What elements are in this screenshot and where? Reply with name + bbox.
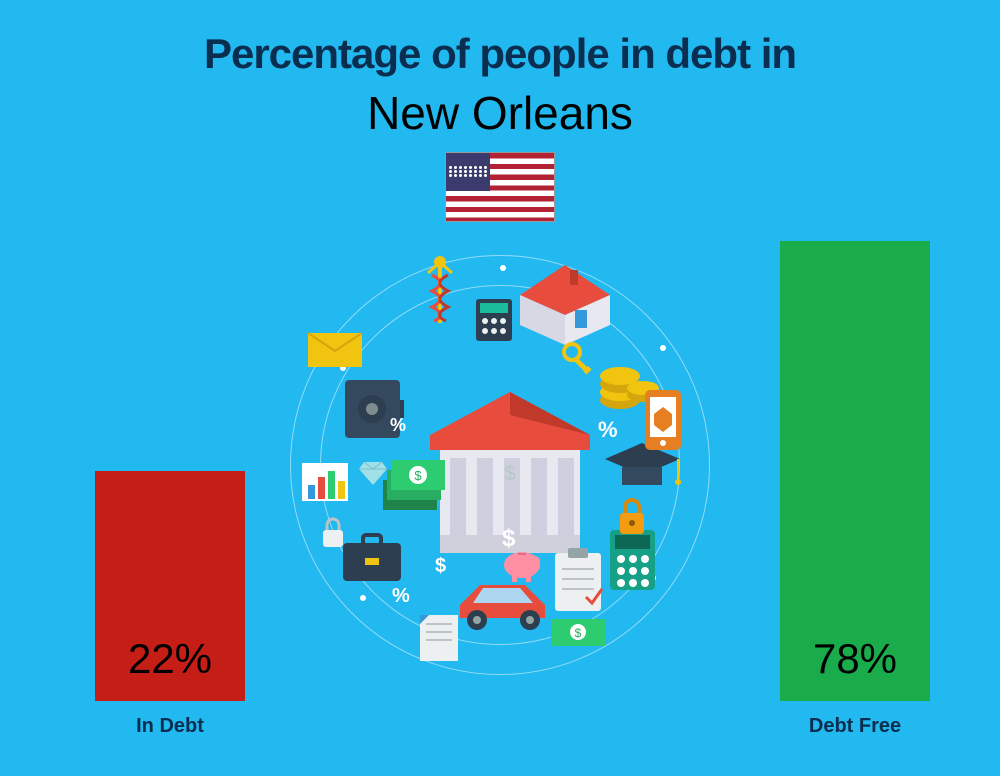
us-flag-icon — [445, 152, 555, 222]
debt-free-bar-group: 78% Debt Free — [780, 241, 930, 738]
in-debt-bar: 22% — [95, 471, 245, 701]
page-title: Percentage of people in debt in — [0, 0, 1000, 78]
flag-canton — [446, 153, 490, 191]
debt-free-value: 78% — [813, 635, 897, 683]
in-debt-value: 22% — [128, 635, 212, 683]
city-subtitle: New Orleans — [0, 86, 1000, 140]
debt-free-bar: 78% — [780, 241, 930, 701]
bars-container: 22% In Debt 78% Debt Free — [0, 241, 1000, 738]
debt-free-label: Debt Free — [809, 715, 901, 738]
in-debt-label: In Debt — [136, 715, 204, 738]
in-debt-bar-group: 22% In Debt — [95, 471, 245, 738]
